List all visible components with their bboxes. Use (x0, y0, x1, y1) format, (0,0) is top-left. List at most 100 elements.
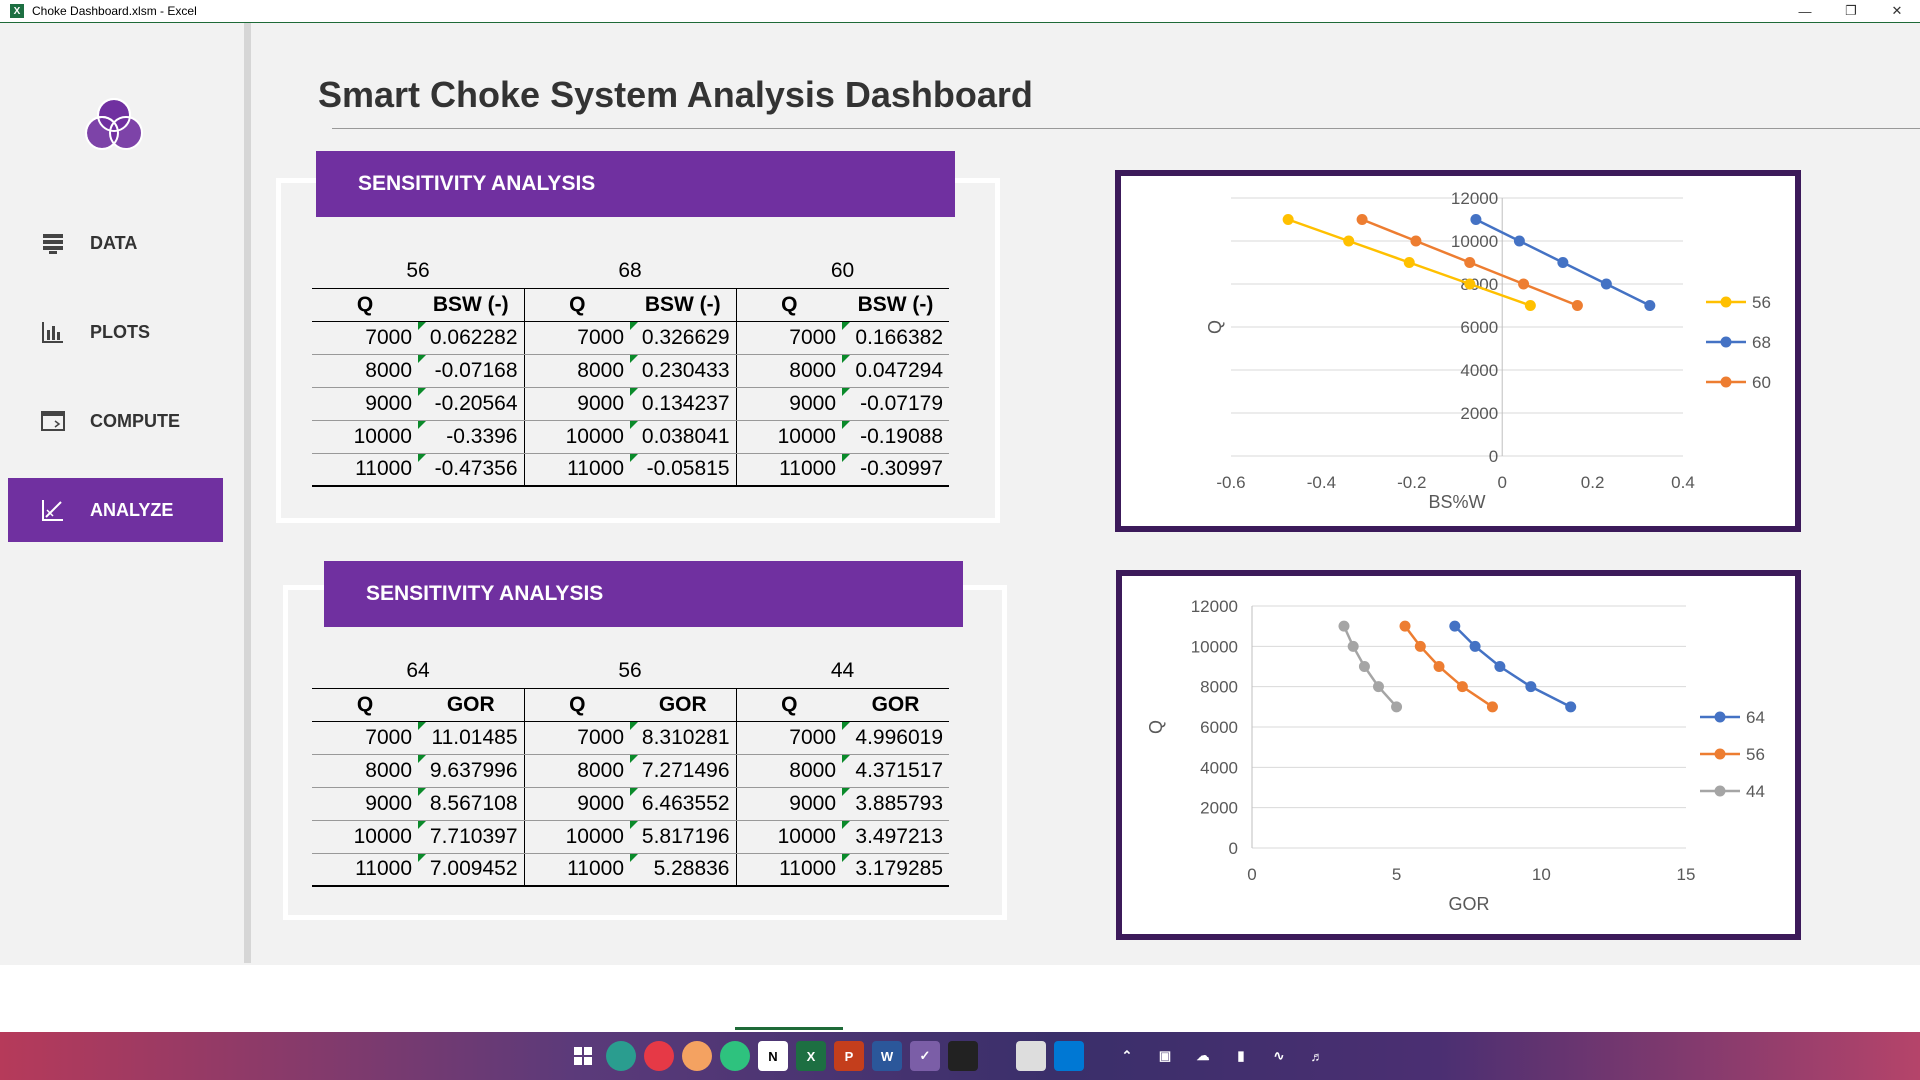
q-cell[interactable]: 7000 (523, 321, 630, 355)
q-cell[interactable]: 11000 (312, 853, 418, 887)
q-cell[interactable]: 8000 (735, 354, 842, 388)
restore-icon[interactable]: ❐ (1845, 3, 1857, 18)
q-cell[interactable]: 10000 (523, 820, 630, 854)
q-cell[interactable]: 9000 (735, 387, 842, 421)
q-cell[interactable]: 7000 (735, 721, 842, 755)
data-point[interactable] (1524, 300, 1536, 311)
clock-app-icon[interactable] (948, 1041, 978, 1071)
minimize-icon[interactable]: — (1798, 3, 1812, 19)
powerpoint-icon[interactable]: P (834, 1041, 864, 1071)
value-cell[interactable]: 3.179285 (842, 853, 949, 887)
q-cell[interactable]: 9000 (523, 387, 630, 421)
q-cell[interactable]: 7000 (312, 721, 418, 755)
value-cell[interactable]: 0.134237 (630, 387, 736, 421)
data-point[interactable] (1399, 620, 1411, 632)
onedrive-icon[interactable]: ☁ (1196, 1048, 1210, 1063)
q-cell[interactable]: 11000 (735, 853, 842, 887)
q-cell[interactable]: 7000 (735, 321, 842, 355)
evernote-icon[interactable] (720, 1041, 750, 1071)
todo-icon[interactable]: ✓ (910, 1041, 940, 1071)
q-cell[interactable]: 8000 (312, 754, 418, 788)
q-cell[interactable]: 11000 (735, 453, 842, 487)
value-cell[interactable]: 7.009452 (418, 853, 524, 887)
data-point[interactable] (1470, 214, 1482, 225)
q-cell[interactable]: 11000 (523, 453, 630, 487)
data-point[interactable] (1456, 681, 1468, 693)
q-cell[interactable]: 9000 (523, 787, 630, 821)
data-point[interactable] (1338, 620, 1350, 632)
q-cell[interactable]: 7000 (312, 321, 418, 355)
value-cell[interactable]: 5.28836 (630, 853, 736, 887)
word-icon[interactable]: W (872, 1041, 902, 1071)
value-cell[interactable]: -0.19088 (842, 420, 949, 454)
data-point[interactable] (1449, 620, 1461, 632)
q-cell[interactable]: 10000 (735, 420, 842, 454)
data-point[interactable] (1464, 278, 1476, 290)
value-cell[interactable]: 4.996019 (842, 721, 949, 755)
value-cell[interactable]: 0.047294 (842, 354, 949, 388)
value-cell[interactable]: 3.497213 (842, 820, 949, 854)
q-cell[interactable]: 8000 (312, 354, 418, 388)
value-cell[interactable]: 8.567108 (418, 787, 524, 821)
value-cell[interactable]: 6.463552 (630, 787, 736, 821)
chart-gor[interactable]: 0 2000 4000 6000 8000 10000 12000 0 5 10 15 GOR Q 64 5… (1116, 570, 1801, 940)
media-app-icon[interactable] (644, 1041, 674, 1071)
value-cell[interactable]: 0.230433 (630, 354, 736, 388)
data-point[interactable] (1486, 701, 1498, 713)
value-cell[interactable]: -0.07168 (418, 354, 524, 388)
q-cell[interactable]: 7000 (523, 721, 630, 755)
value-cell[interactable]: -0.30997 (842, 453, 949, 487)
chat-app-icon[interactable] (606, 1041, 636, 1071)
data-point[interactable] (1403, 257, 1415, 268)
data-point[interactable] (1513, 235, 1525, 247)
q-cell[interactable]: 11000 (523, 853, 630, 887)
data-point[interactable] (1464, 257, 1476, 268)
data-point[interactable] (1644, 300, 1656, 311)
value-cell[interactable]: 7.271496 (630, 754, 736, 788)
data-point[interactable] (1469, 640, 1481, 652)
value-cell[interactable]: 4.371517 (842, 754, 949, 788)
active-sheet-tab-indicator[interactable] (735, 1027, 843, 1030)
wifi-icon[interactable]: ∿ (1273, 1048, 1285, 1063)
data-point[interactable] (1410, 235, 1422, 247)
data-point[interactable] (1347, 640, 1359, 652)
data-point[interactable] (1433, 661, 1445, 672)
sidebar-item-compute[interactable]: COMPUTE (8, 389, 223, 453)
value-cell[interactable]: 0.062282 (418, 321, 524, 355)
sidebar-item-plots[interactable]: PLOTS (8, 300, 223, 364)
data-point[interactable] (1600, 278, 1612, 290)
sidebar-item-data[interactable]: DATA (8, 211, 223, 275)
data-point[interactable] (1525, 681, 1537, 693)
value-cell[interactable]: -0.07179 (842, 387, 949, 421)
battery-icon[interactable]: ▮ (1237, 1048, 1245, 1063)
chart-bsw[interactable]: 0 2000 4000 6000 8000 10000 12000 -0.6 -0.4 -0.2 0… (1115, 170, 1801, 532)
value-cell[interactable]: 3.885793 (842, 787, 949, 821)
q-cell[interactable]: 10000 (312, 820, 418, 854)
q-cell[interactable]: 9000 (735, 787, 842, 821)
data-point[interactable] (1557, 257, 1569, 268)
value-cell[interactable]: 0.166382 (842, 321, 949, 355)
q-cell[interactable]: 10000 (312, 420, 418, 454)
data-point[interactable] (1565, 701, 1577, 713)
q-cell[interactable]: 10000 (735, 820, 842, 854)
q-cell[interactable]: 8000 (735, 754, 842, 788)
notion-icon[interactable]: N (758, 1041, 788, 1071)
q-cell[interactable]: 9000 (312, 787, 418, 821)
data-point[interactable] (1414, 640, 1426, 652)
data-point[interactable] (1282, 214, 1294, 225)
value-cell[interactable]: 5.817196 (630, 820, 736, 854)
value-cell[interactable]: 0.326629 (630, 321, 736, 355)
volume-icon[interactable]: ♬ (1310, 1048, 1324, 1064)
data-point[interactable] (1358, 661, 1370, 672)
data-point[interactable] (1391, 701, 1403, 713)
value-cell[interactable]: 11.01485 (418, 721, 524, 755)
value-cell[interactable]: -0.20564 (418, 387, 524, 421)
sidebar-item-analyze[interactable]: ANALYZE (8, 478, 223, 542)
value-cell[interactable]: 0.038041 (630, 420, 736, 454)
value-cell[interactable]: -0.47356 (418, 453, 524, 487)
data-point[interactable] (1343, 235, 1355, 247)
data-point[interactable] (1571, 300, 1583, 311)
data-point[interactable] (1518, 278, 1530, 290)
q-cell[interactable]: 11000 (312, 453, 418, 487)
data-point[interactable] (1356, 214, 1368, 225)
